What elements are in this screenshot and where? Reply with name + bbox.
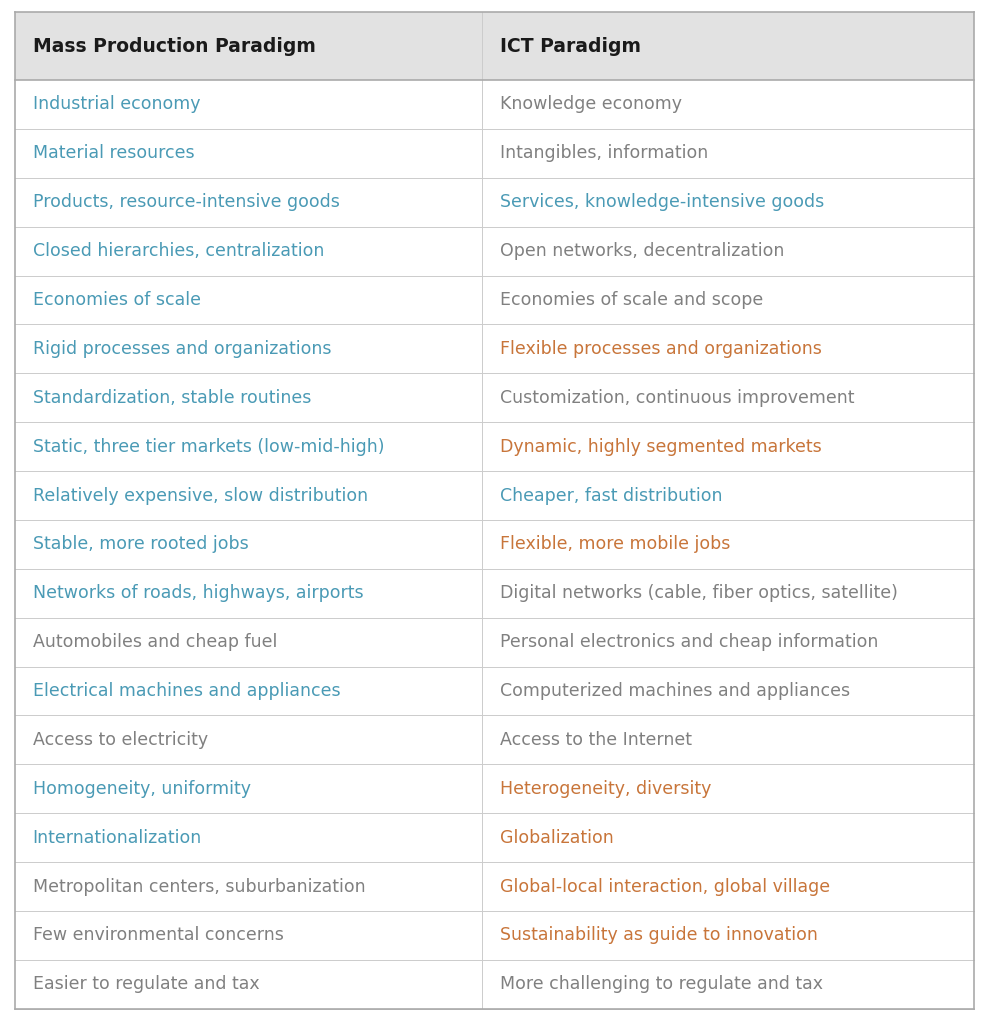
Text: Standardization, stable routines: Standardization, stable routines bbox=[33, 389, 311, 406]
Bar bbox=[15, 80, 974, 129]
Text: Electrical machines and appliances: Electrical machines and appliances bbox=[33, 682, 340, 700]
Bar bbox=[15, 862, 974, 911]
Text: Metropolitan centers, suburbanization: Metropolitan centers, suburbanization bbox=[33, 877, 365, 895]
Text: Few environmental concerns: Few environmental concerns bbox=[33, 926, 284, 944]
Text: Digital networks (cable, fiber optics, satellite): Digital networks (cable, fiber optics, s… bbox=[499, 584, 898, 602]
Text: Economies of scale and scope: Economies of scale and scope bbox=[499, 291, 764, 309]
Bar bbox=[15, 813, 974, 862]
Text: Sustainability as guide to innovation: Sustainability as guide to innovation bbox=[499, 926, 818, 944]
Bar bbox=[15, 276, 974, 325]
Bar bbox=[15, 12, 974, 80]
Text: Products, resource-intensive goods: Products, resource-intensive goods bbox=[33, 193, 339, 211]
Text: Networks of roads, highways, airports: Networks of roads, highways, airports bbox=[33, 584, 363, 602]
Bar bbox=[15, 960, 974, 1009]
Text: Material resources: Material resources bbox=[33, 144, 194, 162]
Text: Relatively expensive, slow distribution: Relatively expensive, slow distribution bbox=[33, 486, 368, 504]
Text: Flexible processes and organizations: Flexible processes and organizations bbox=[499, 340, 822, 357]
Bar bbox=[15, 765, 974, 813]
Text: Computerized machines and appliances: Computerized machines and appliances bbox=[499, 682, 850, 700]
Bar bbox=[15, 325, 974, 374]
Text: Access to the Internet: Access to the Internet bbox=[499, 731, 692, 749]
Text: More challenging to regulate and tax: More challenging to regulate and tax bbox=[499, 975, 823, 993]
Text: Knowledge economy: Knowledge economy bbox=[499, 95, 681, 113]
Bar bbox=[15, 716, 974, 765]
Text: Internationalization: Internationalization bbox=[33, 829, 202, 846]
Bar bbox=[15, 911, 974, 960]
Text: Globalization: Globalization bbox=[499, 829, 613, 846]
Text: Customization, continuous improvement: Customization, continuous improvement bbox=[499, 389, 854, 406]
Text: Closed hierarchies, centralization: Closed hierarchies, centralization bbox=[33, 242, 324, 260]
Text: Rigid processes and organizations: Rigid processes and organizations bbox=[33, 340, 331, 357]
Bar bbox=[15, 569, 974, 618]
Bar bbox=[15, 618, 974, 667]
Text: Dynamic, highly segmented markets: Dynamic, highly segmented markets bbox=[499, 438, 822, 455]
Text: Intangibles, information: Intangibles, information bbox=[499, 144, 708, 162]
Text: Access to electricity: Access to electricity bbox=[33, 731, 208, 749]
Text: Cheaper, fast distribution: Cheaper, fast distribution bbox=[499, 486, 722, 504]
Text: Industrial economy: Industrial economy bbox=[33, 95, 200, 113]
Text: Easier to regulate and tax: Easier to regulate and tax bbox=[33, 975, 259, 993]
Bar bbox=[15, 471, 974, 520]
Text: Open networks, decentralization: Open networks, decentralization bbox=[499, 242, 784, 260]
Text: Global-local interaction, global village: Global-local interaction, global village bbox=[499, 877, 830, 895]
Bar bbox=[15, 129, 974, 178]
Text: Heterogeneity, diversity: Heterogeneity, diversity bbox=[499, 780, 711, 797]
Bar bbox=[15, 178, 974, 227]
Text: Homogeneity, uniformity: Homogeneity, uniformity bbox=[33, 780, 250, 797]
Text: Economies of scale: Economies of scale bbox=[33, 291, 201, 309]
Bar bbox=[15, 422, 974, 471]
Text: ICT Paradigm: ICT Paradigm bbox=[499, 37, 641, 55]
Text: Flexible, more mobile jobs: Flexible, more mobile jobs bbox=[499, 535, 730, 553]
Bar bbox=[15, 520, 974, 569]
Bar bbox=[15, 667, 974, 716]
Bar bbox=[15, 374, 974, 422]
Text: Stable, more rooted jobs: Stable, more rooted jobs bbox=[33, 535, 248, 553]
Text: Static, three tier markets (low-mid-high): Static, three tier markets (low-mid-high… bbox=[33, 438, 384, 455]
Text: Automobiles and cheap fuel: Automobiles and cheap fuel bbox=[33, 633, 277, 651]
Text: Personal electronics and cheap information: Personal electronics and cheap informati… bbox=[499, 633, 878, 651]
Bar bbox=[15, 227, 974, 276]
Text: Services, knowledge-intensive goods: Services, knowledge-intensive goods bbox=[499, 193, 824, 211]
Text: Mass Production Paradigm: Mass Production Paradigm bbox=[33, 37, 315, 55]
